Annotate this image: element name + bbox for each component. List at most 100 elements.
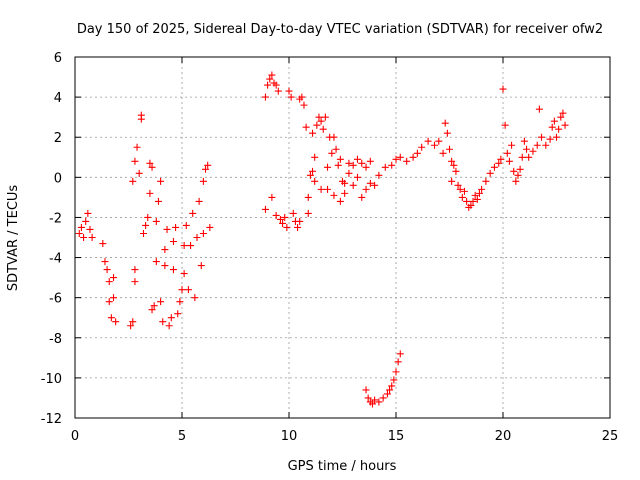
data-point [330, 191, 338, 199]
data-point [349, 161, 357, 169]
data-point [510, 167, 518, 175]
data-point [424, 137, 432, 145]
data-point [157, 298, 165, 306]
data-point [279, 219, 287, 227]
data-point [133, 143, 141, 151]
data-point [152, 258, 160, 266]
data-point [199, 229, 207, 237]
data-point [448, 157, 456, 165]
data-point [345, 159, 353, 167]
data-point [193, 234, 201, 241]
y-tick-label: 4 [54, 91, 62, 106]
data-point [146, 189, 154, 197]
data-point [450, 161, 458, 169]
data-point [88, 234, 96, 241]
data-point [167, 314, 175, 322]
data-point [169, 238, 177, 246]
data-point [334, 161, 342, 169]
data-point [366, 157, 374, 165]
x-tick-label: 15 [388, 429, 405, 444]
data-point [371, 181, 379, 189]
x-axis-label: GPS time / hours [288, 459, 397, 474]
data-point [261, 93, 269, 101]
data-point [473, 195, 481, 203]
data-point [281, 213, 289, 221]
data-point [148, 306, 156, 314]
data-point [272, 81, 280, 89]
data-point [99, 240, 107, 248]
data-point [317, 117, 325, 125]
x-tick-label: 5 [178, 429, 186, 444]
data-point [362, 163, 370, 171]
data-point [386, 386, 394, 394]
data-point [159, 318, 167, 326]
data-point [550, 117, 558, 125]
data-point [304, 193, 312, 201]
data-point [454, 181, 462, 189]
x-tick-label: 25 [602, 429, 619, 444]
data-point [142, 221, 150, 229]
data-point [375, 171, 383, 179]
data-point [508, 141, 516, 149]
data-point [553, 133, 560, 141]
data-point [383, 390, 391, 398]
data-point [392, 155, 400, 163]
data-point [268, 71, 276, 79]
data-point [112, 318, 120, 326]
data-point [105, 278, 113, 286]
data-point [443, 129, 451, 137]
data-point [311, 177, 319, 185]
data-point [272, 211, 280, 219]
chart-title: Day 150 of 2025, Sidereal Day-to-day VTE… [77, 22, 603, 37]
data-point [311, 153, 319, 161]
data-point [174, 310, 182, 318]
data-point [542, 141, 550, 149]
data-point [127, 322, 135, 330]
data-point [559, 109, 567, 117]
data-point [501, 121, 509, 129]
data-point [499, 85, 507, 93]
grid [75, 57, 610, 418]
data-point [324, 185, 332, 193]
data-point [379, 394, 387, 402]
y-tick-label: -8 [49, 332, 62, 347]
data-point [304, 209, 312, 217]
data-point [165, 322, 173, 330]
data-point [105, 298, 113, 306]
data-point [330, 133, 338, 141]
data-point [172, 223, 180, 231]
data-point [463, 197, 471, 205]
data-point [283, 223, 291, 231]
data-point [298, 93, 306, 101]
data-point [341, 189, 349, 197]
data-point [362, 386, 370, 394]
data-point [199, 177, 207, 185]
data-point [533, 141, 541, 149]
data-point [555, 125, 563, 133]
data-point [439, 149, 447, 157]
data-point [364, 394, 372, 402]
data-point [497, 155, 505, 163]
data-point [392, 368, 400, 376]
data-point [495, 159, 503, 167]
data-point [191, 294, 199, 302]
data-point [296, 217, 304, 225]
data-point [268, 193, 276, 201]
data-point [525, 153, 533, 161]
y-axis-label: SDTVAR / TECUs [6, 185, 21, 292]
data-point [135, 169, 143, 177]
data-point [332, 145, 340, 153]
data-points [75, 71, 569, 408]
data-point [182, 221, 190, 229]
data-point [486, 169, 494, 177]
plot-area-border [74, 56, 611, 419]
data-point [345, 169, 353, 177]
tick-labels: 0 5 10 15 20 25 -12 -10 -8 -6 -4 -2 0 2 4 6 [41, 51, 619, 444]
data-point [561, 121, 569, 129]
data-point [362, 185, 370, 193]
data-point [152, 217, 160, 225]
data-point [336, 197, 344, 205]
data-point [197, 262, 205, 270]
